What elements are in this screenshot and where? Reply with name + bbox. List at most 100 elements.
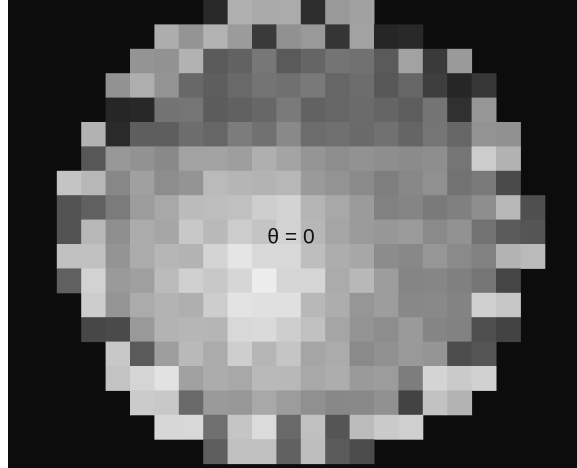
pixel (106, 342, 131, 367)
pixel (276, 268, 301, 293)
pixel (472, 342, 497, 367)
pixel (325, 146, 350, 171)
pixel (472, 220, 497, 245)
pixel (203, 171, 228, 196)
pixel (301, 439, 326, 464)
pixel (252, 268, 277, 293)
pixel (496, 244, 521, 269)
pixel (228, 171, 253, 196)
pixel (57, 171, 82, 196)
pixel (301, 24, 326, 49)
pixel (106, 171, 131, 196)
pixel (398, 49, 423, 74)
pixel (154, 73, 179, 98)
pixel (106, 317, 131, 342)
pixel (447, 293, 472, 318)
pixel (252, 390, 277, 415)
pixel (447, 220, 472, 245)
pixel (325, 98, 350, 123)
pixel (228, 220, 253, 245)
pixel (447, 390, 472, 415)
pixel (496, 317, 521, 342)
pixel (203, 342, 228, 367)
pixel (154, 366, 179, 391)
pixel (350, 220, 375, 245)
pixel (179, 49, 204, 74)
pixel (252, 146, 277, 171)
pixel (106, 73, 131, 98)
pixel (228, 24, 253, 49)
pixel (301, 98, 326, 123)
pixel (252, 195, 277, 220)
pixel (179, 415, 204, 440)
pixel (472, 317, 497, 342)
pixel (228, 73, 253, 98)
pixel (252, 366, 277, 391)
pixel (423, 268, 448, 293)
pixel (301, 366, 326, 391)
pixel (301, 73, 326, 98)
pixel (130, 342, 155, 367)
pixel (57, 244, 82, 269)
pixel (203, 317, 228, 342)
pixel (154, 317, 179, 342)
pixel (423, 317, 448, 342)
pixel (325, 390, 350, 415)
pixel (398, 220, 423, 245)
pixel (154, 293, 179, 318)
pixel (447, 317, 472, 342)
pixel (398, 195, 423, 220)
pixel (276, 439, 301, 464)
pixel (447, 122, 472, 147)
pixel (350, 0, 375, 25)
pixel (154, 98, 179, 123)
pixel (276, 24, 301, 49)
pixel (472, 146, 497, 171)
pixel (374, 122, 399, 147)
pixel (423, 195, 448, 220)
pixel (154, 171, 179, 196)
pixel (520, 220, 545, 245)
pixel (276, 317, 301, 342)
pixel (203, 439, 228, 464)
pixel (179, 268, 204, 293)
pixel (81, 317, 106, 342)
pixel (154, 244, 179, 269)
pixel (57, 220, 82, 245)
pixel (179, 73, 204, 98)
pixel (228, 122, 253, 147)
pixel (325, 342, 350, 367)
pixel (325, 0, 350, 25)
pixel (447, 98, 472, 123)
page: θ = 0 (() => { const data = JSON.parse(d… (0, 0, 577, 468)
pixel (374, 220, 399, 245)
pixel (447, 73, 472, 98)
pixel (276, 122, 301, 147)
pixel (106, 244, 131, 269)
pixel (301, 268, 326, 293)
pixel (130, 146, 155, 171)
pixel (276, 390, 301, 415)
pixel (154, 268, 179, 293)
pixel (179, 122, 204, 147)
pixel (496, 171, 521, 196)
pixel (203, 195, 228, 220)
pixel (374, 244, 399, 269)
pixel (228, 268, 253, 293)
pixel (179, 244, 204, 269)
pixel (423, 366, 448, 391)
pixel (374, 390, 399, 415)
pixel (154, 122, 179, 147)
pixel (301, 342, 326, 367)
pixel (423, 49, 448, 74)
pixel (81, 195, 106, 220)
pixel (472, 244, 497, 269)
pixel (496, 122, 521, 147)
pixel (447, 244, 472, 269)
pixel (472, 98, 497, 123)
pixel (520, 195, 545, 220)
pixel (228, 146, 253, 171)
pixel (472, 122, 497, 147)
pixel (276, 73, 301, 98)
pixel (325, 244, 350, 269)
